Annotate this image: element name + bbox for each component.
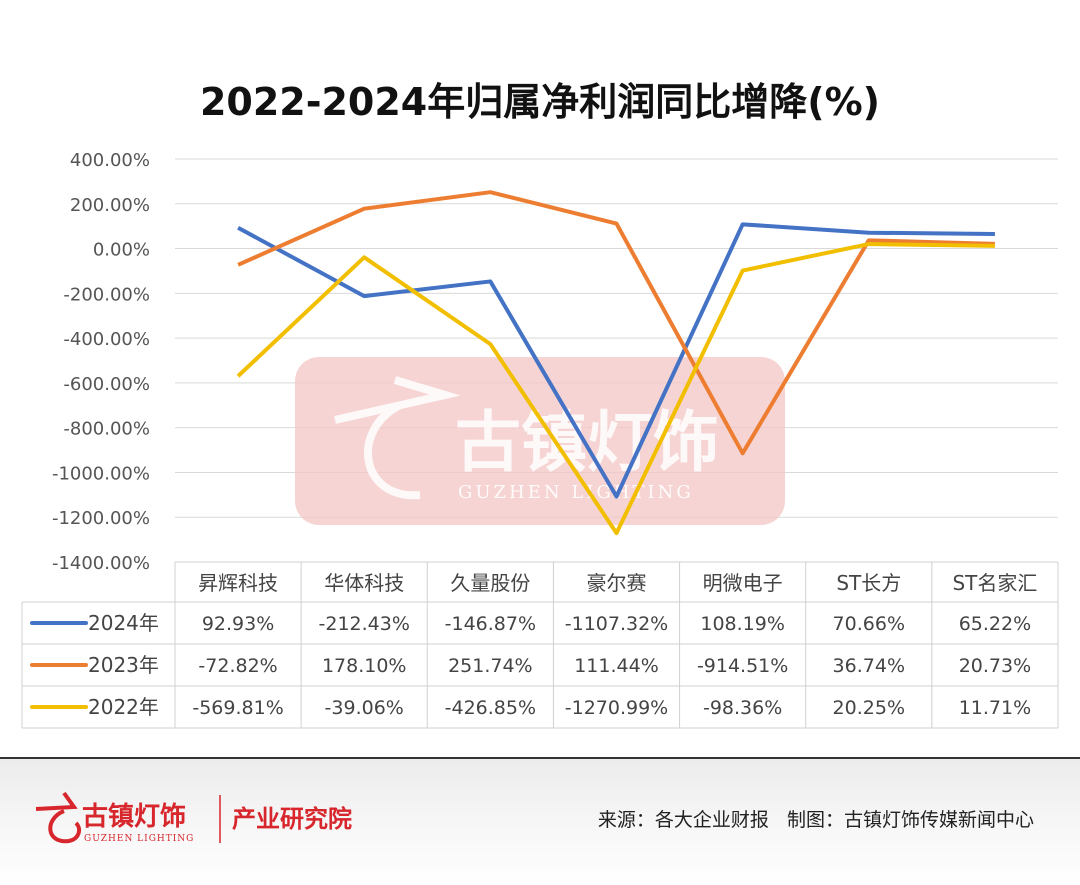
chart-title: 2022-2024年归属净利润同比增降(%) [200,80,880,124]
table-cell: -39.06% [325,697,404,719]
legend-label: 2022年 [88,695,159,719]
logo-cn: 古镇灯饰 [82,802,186,832]
table-cell: 178.10% [322,655,407,677]
table-cell: -72.82% [198,655,277,677]
table-cell: -1270.99% [565,697,668,719]
star-swoosh-icon [35,791,82,844]
watermark-text-en: GUZHEN LIGHTING [458,482,694,503]
table-cell: 20.73% [959,655,1031,677]
table-cell: 251.74% [448,655,533,677]
table-cell: -426.85% [445,697,536,719]
table-cell: -146.87% [445,613,536,635]
category-label: 明微电子 [703,571,783,595]
y-tick-label: -1400.00% [52,553,150,574]
table-cell: 11.71% [959,697,1031,719]
footer: 古镇灯饰 GUZHEN LIGHTING 产业研究院 来源：各大企业财报 制图：… [0,757,1080,885]
legend-label: 2023年 [88,653,159,677]
table-cell: 108.19% [700,613,785,635]
line-chart: 2022-2024年归属净利润同比增降(%) 400.00% 200.00% 0.00… [21,80,1059,729]
table-cell: 92.93% [202,613,274,635]
table-cell: -914.51% [697,655,788,677]
category-label: 昇辉科技 [198,571,278,595]
category-label: 华体科技 [324,571,404,595]
table-cell: 65.22% [959,613,1031,635]
table-cell: -569.81% [192,697,283,719]
table-cell: 111.44% [574,655,659,677]
y-tick-label: -400.00% [63,329,150,350]
y-tick-label: -200.00% [63,284,150,305]
logo-en: GUZHEN LIGHTING [84,834,194,844]
series-line-2023年 [237,190,995,456]
y-tick-label: -1000.00% [52,463,150,484]
series-line-2022年 [236,242,995,536]
table-cell: -98.36% [703,697,782,719]
legend-label: 2024年 [88,611,159,635]
watermark-text-cn: 古镇灯饰 [455,403,719,481]
institute-label: 产业研究院 [232,805,352,833]
watermark-logo-icon [334,376,461,500]
table-cell: 20.25% [833,697,905,719]
category-label: ST名家汇 [952,571,1037,595]
y-tick-label: 200.00% [70,195,150,216]
y-tick-label: -800.00% [63,419,150,440]
y-tick-label: -600.00% [63,374,150,395]
brand-logo: 古镇灯饰 GUZHEN LIGHTING 产业研究院 [35,791,352,844]
table-cell: 36.74% [833,655,905,677]
y-tick-label: 400.00% [70,150,150,171]
table-cell: -212.43% [319,613,410,635]
series-line-2024年 [237,222,995,499]
y-tick-label: -1200.00% [52,508,150,529]
y-tick-label: 0.00% [93,240,150,261]
category-label: 久量股份 [450,571,530,595]
table-cell: 70.66% [833,613,905,635]
category-label: ST长方 [836,571,901,595]
source-note: 来源：各大企业财报 制图：古镇灯饰传媒新闻中心 [597,809,1034,831]
table-cell: -1107.32% [565,613,668,635]
category-label: 豪尔赛 [587,571,647,595]
